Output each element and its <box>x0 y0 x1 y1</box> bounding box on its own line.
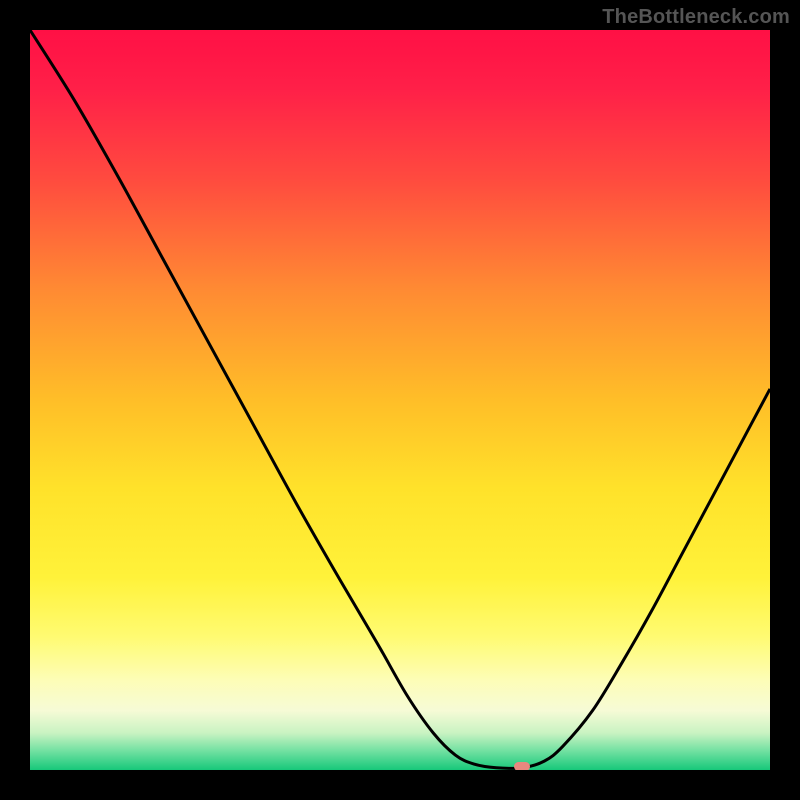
curve-path <box>30 30 770 768</box>
optimal-point-marker <box>514 762 530 770</box>
watermark-text: TheBottleneck.com <box>602 6 790 29</box>
bottleneck-curve <box>30 30 770 770</box>
chart-container: TheBottleneck.com <box>0 0 800 800</box>
plot-area <box>30 30 770 770</box>
